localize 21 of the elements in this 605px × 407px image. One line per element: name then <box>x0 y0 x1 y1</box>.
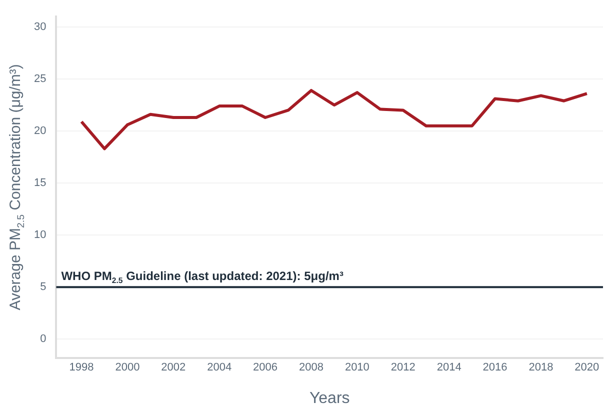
y-tick-label: 10 <box>34 229 46 242</box>
x-tick-label: 2012 <box>390 361 416 374</box>
x-tick-label: 2002 <box>161 361 186 374</box>
x-tick-label: 2014 <box>436 361 462 374</box>
x-tick-label: 2008 <box>298 361 324 374</box>
x-tick-label: 1998 <box>69 361 94 374</box>
y-tick-label: 25 <box>34 73 46 86</box>
y-tick-label: 15 <box>34 177 46 190</box>
x-tick-label: 2018 <box>528 361 554 374</box>
y-axis-title: Average PM2.5 Concentration (μg/m³) <box>7 64 27 310</box>
x-axis-title: Years <box>309 390 350 407</box>
x-tick-label: 2004 <box>207 361 232 374</box>
x-tick-label: 2020 <box>574 361 600 374</box>
x-tick-label: 2006 <box>253 361 278 374</box>
y-tick-label: 30 <box>34 21 46 34</box>
y-tick-label: 20 <box>34 125 46 138</box>
x-tick-label: 2016 <box>482 361 508 374</box>
y-tick-label: 5 <box>40 281 46 294</box>
x-tick-label: 2010 <box>344 361 370 374</box>
y-tick-label: 0 <box>40 333 46 346</box>
x-tick-label: 2000 <box>115 361 140 374</box>
